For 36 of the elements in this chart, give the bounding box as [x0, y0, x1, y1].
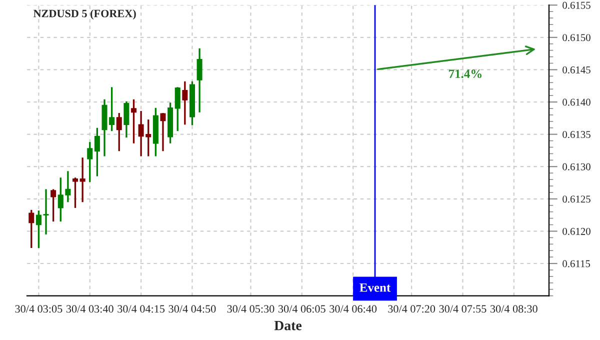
x-tick-label: 30/4 03:05 [15, 305, 62, 313]
candlestick [94, 127, 100, 178]
candlestick [130, 98, 136, 144]
y-tick-label: 0.6130 [562, 163, 590, 170]
candlestick [80, 156, 86, 203]
candlestick [116, 112, 122, 152]
x-tick-label: 30/4 07:55 [439, 305, 486, 313]
candlestick [87, 141, 93, 183]
candlestick [28, 209, 34, 249]
x-tick-label: 30/4 06:40 [330, 305, 377, 313]
candlestick [124, 100, 130, 138]
x-tick-label: 30/4 06:05 [278, 305, 326, 313]
ref-line-label: Event [360, 284, 391, 292]
candlestick [72, 176, 78, 209]
x-tick-label: 30/4 05:30 [227, 305, 274, 313]
annotation: 71.4% [449, 70, 482, 78]
y-tick-label: 0.6150 [562, 34, 590, 42]
y-tick-label: 0.6135 [562, 130, 590, 138]
candlestick [174, 86, 180, 132]
x-tick-label: 30/4 07:20 [388, 305, 436, 313]
y-tick-label: 0.6140 [562, 98, 590, 106]
candlestick [196, 48, 202, 114]
x-tick-label: 30/4 04:50 [168, 305, 216, 313]
y-tick-label: 0.6145 [562, 66, 590, 74]
y-tick-label: 0.6115 [562, 260, 590, 268]
x-tick-label: 30/4 08:30 [490, 305, 538, 313]
candlestick [50, 188, 56, 222]
y-tick-label: 0.6120 [562, 228, 590, 235]
x-tick-label: 30/4 04:15 [118, 305, 165, 313]
y-tick-label: 0.6155 [562, 2, 590, 9]
candlestick [182, 80, 188, 126]
chart-title: NZDUSD 5 (FOREX) [33, 9, 136, 20]
x-axis-title: Date [274, 321, 302, 330]
x-tick-label: 30/4 03:40 [66, 305, 114, 313]
candlestick [160, 112, 166, 152]
y-tick-label: 0.6125 [562, 196, 590, 203]
